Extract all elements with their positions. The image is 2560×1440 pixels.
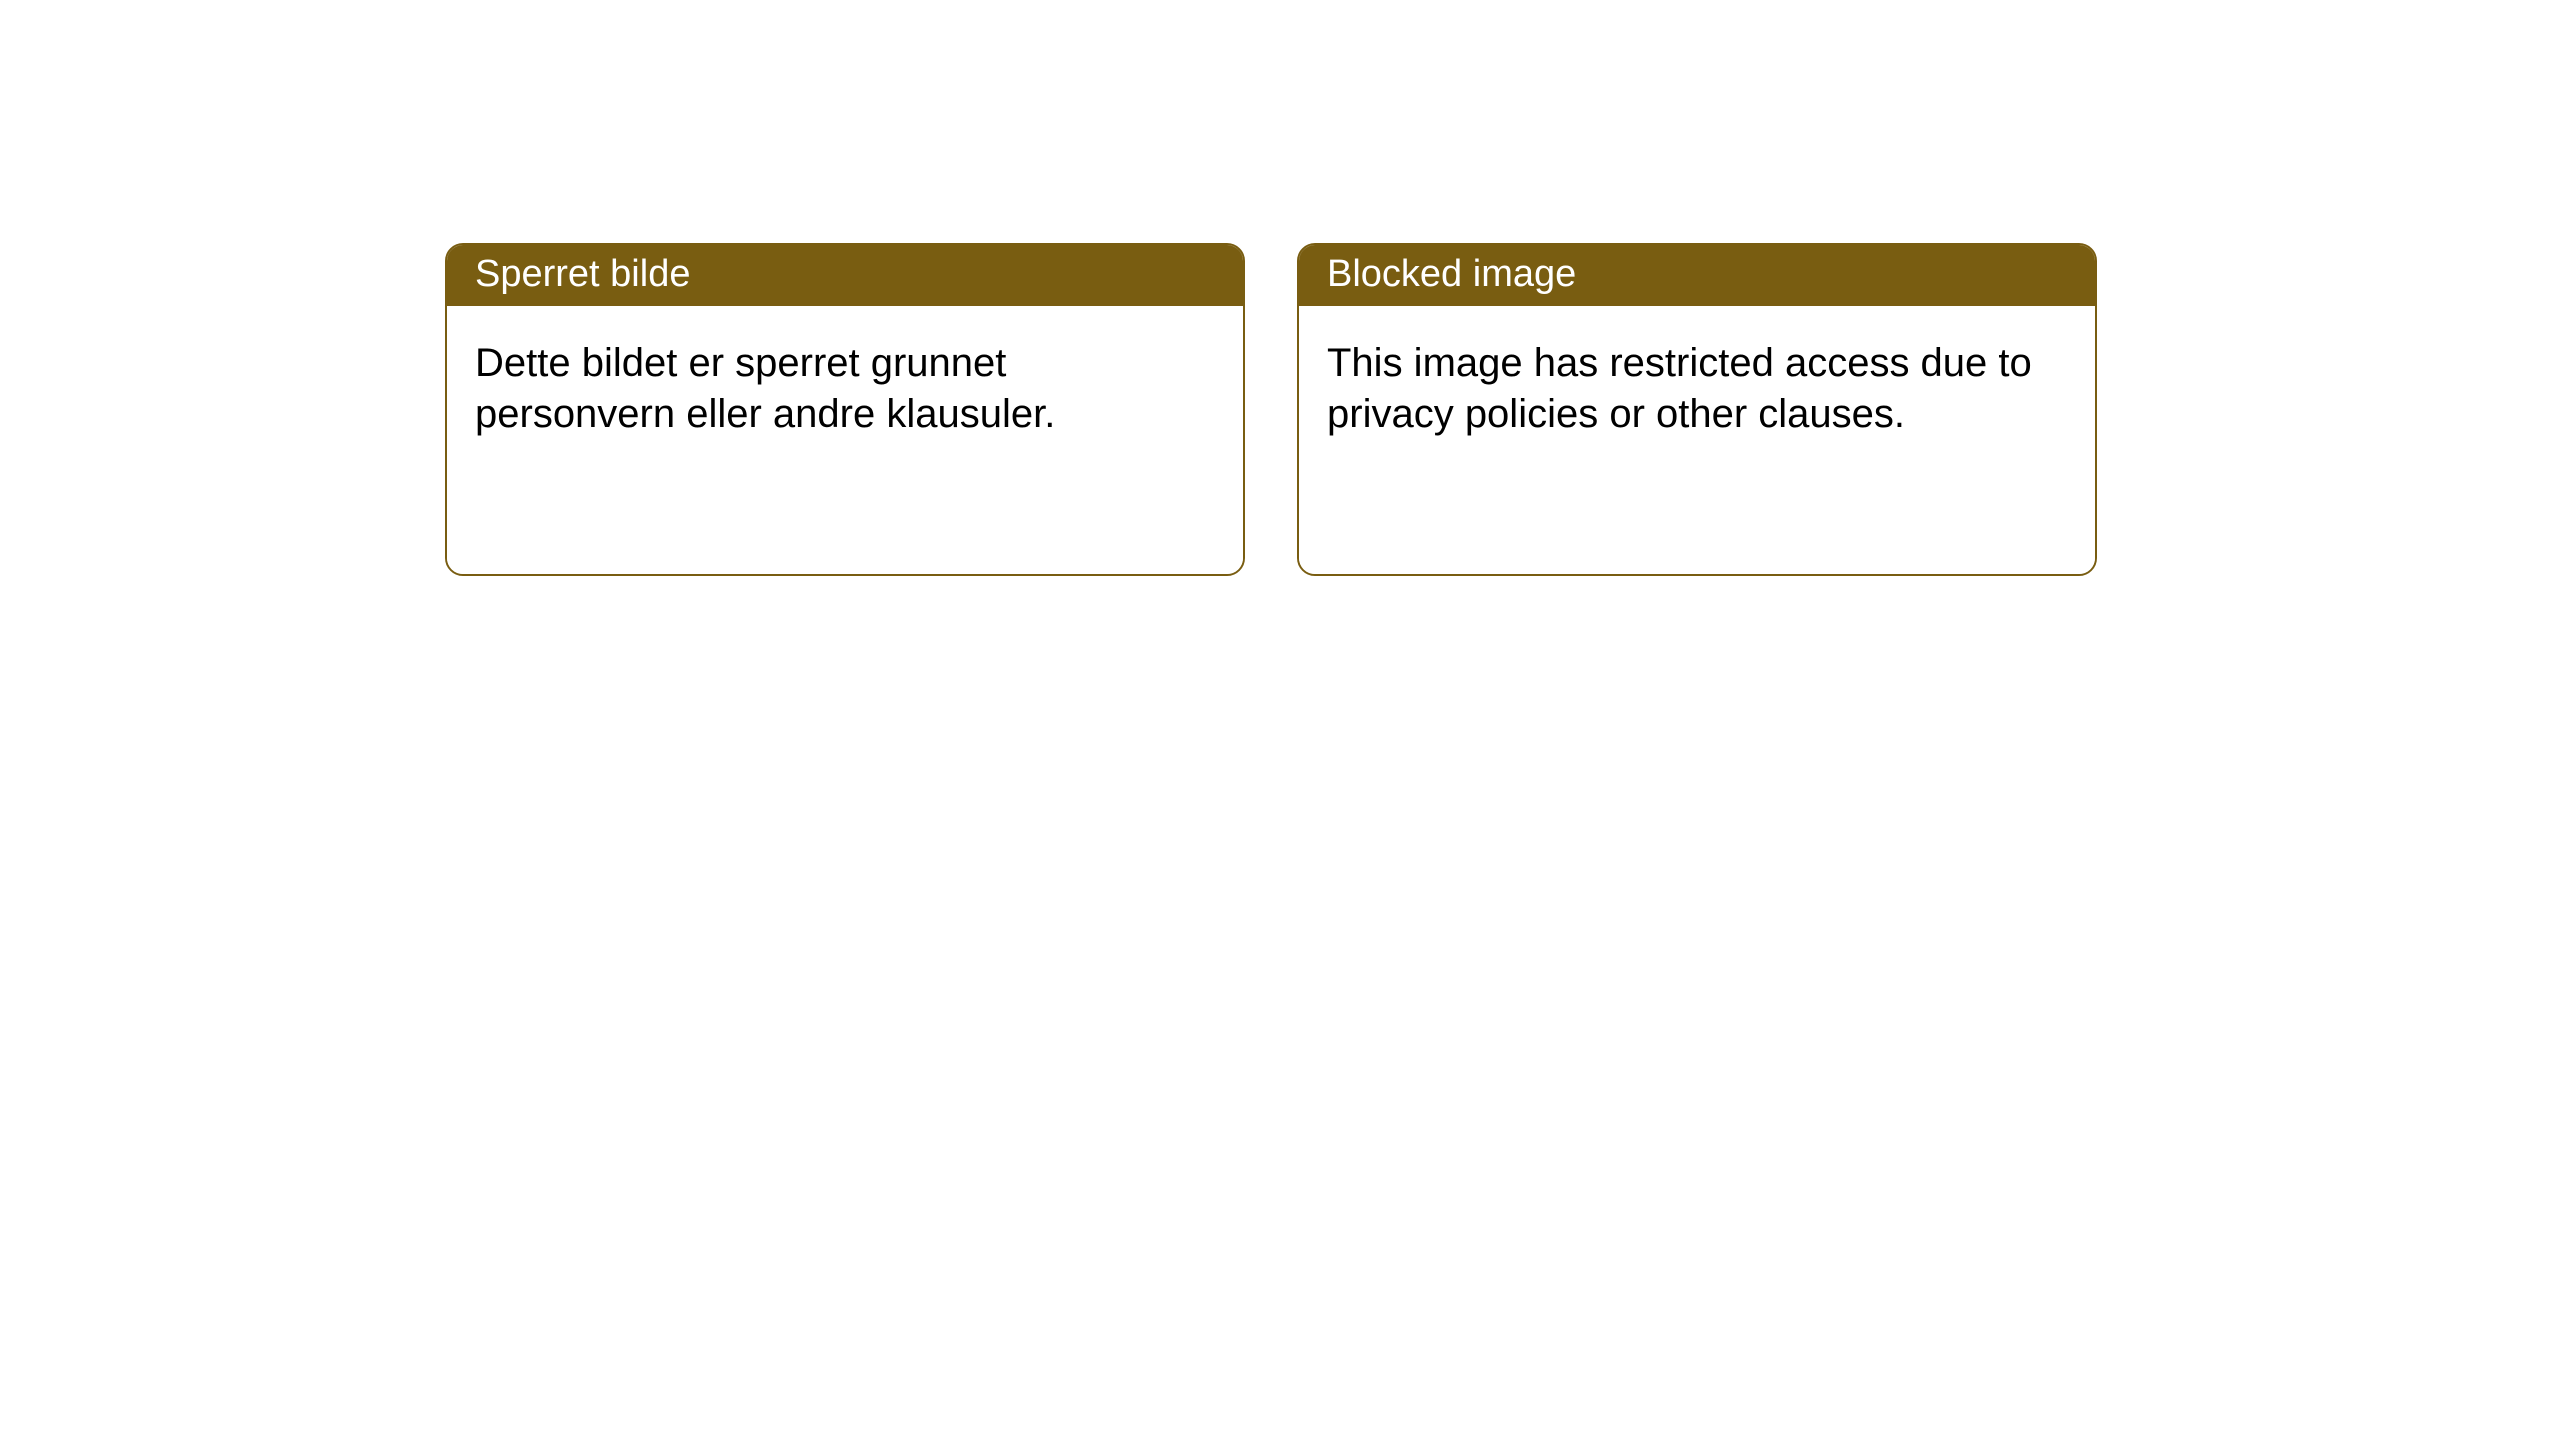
notice-title: Sperret bilde [475, 253, 690, 295]
notice-message: Dette bildet er sperret grunnet personve… [475, 338, 1215, 440]
notices-container: Sperret bilde Dette bildet er sperret gr… [445, 243, 2097, 576]
notice-header: Blocked image [1299, 245, 2095, 306]
notice-header: Sperret bilde [447, 245, 1243, 306]
notice-body: This image has restricted access due to … [1299, 306, 2095, 574]
notice-message: This image has restricted access due to … [1327, 338, 2067, 440]
notice-card-norwegian: Sperret bilde Dette bildet er sperret gr… [445, 243, 1245, 576]
notice-title: Blocked image [1327, 253, 1576, 295]
notice-body: Dette bildet er sperret grunnet personve… [447, 306, 1243, 574]
notice-card-english: Blocked image This image has restricted … [1297, 243, 2097, 576]
